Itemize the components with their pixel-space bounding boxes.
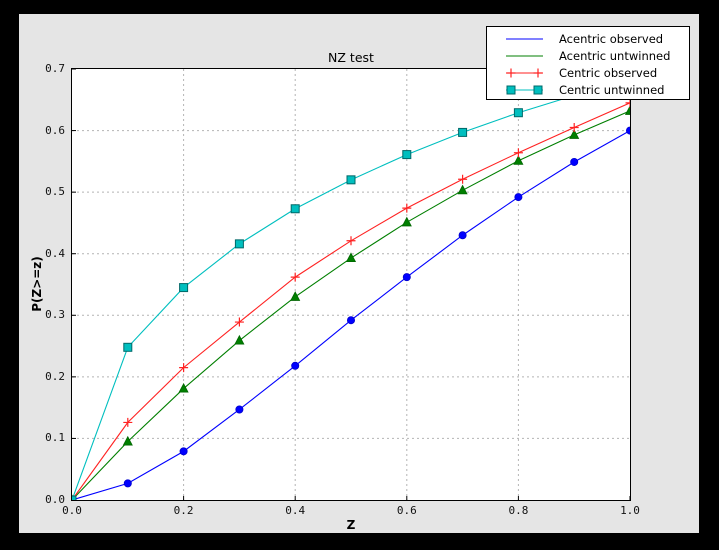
triangle-marker <box>401 216 412 227</box>
square-marker <box>234 239 244 249</box>
square-marker <box>458 127 468 137</box>
y-axis-label: P(Z>=z) <box>30 256 44 312</box>
series-line-acentric-untwinned <box>72 110 630 500</box>
y-tick-label: 0.4 <box>45 246 65 260</box>
circle-marker <box>291 361 300 370</box>
square-marker <box>179 283 189 293</box>
legend-label-acentric-untwinned: Acentric untwinned <box>559 48 671 63</box>
square-marker <box>506 85 516 94</box>
legend: Acentric observed Acentric untwinned Centr… <box>486 26 690 100</box>
plus-marker <box>569 122 579 132</box>
triangle-marker <box>122 435 133 446</box>
legend-sample-centric-observed <box>506 68 543 77</box>
legend-label-centric-untwinned: Centric untwinned <box>559 82 665 97</box>
chart-canvas <box>72 69 630 500</box>
x-axis-label: Z <box>346 518 356 532</box>
plus-marker <box>179 363 189 373</box>
triangle-marker <box>457 184 468 195</box>
plus-marker <box>402 203 412 213</box>
square-marker <box>533 85 543 94</box>
square-marker <box>72 495 77 500</box>
figure: NZ test 0.0 0.2 0.4 0.6 0.8 1.0 0.0 0.1 0.2 0.3 0.… <box>19 14 699 533</box>
square-marker <box>123 342 133 352</box>
x-tick-label: 0.0 <box>62 504 82 517</box>
triangle-marker <box>624 105 630 115</box>
circle-marker <box>514 193 523 202</box>
circle-marker <box>570 157 579 166</box>
triangle-marker <box>290 291 301 301</box>
circle-marker <box>626 126 630 135</box>
square-marker <box>346 175 356 185</box>
triangle-marker <box>234 334 245 345</box>
x-tick-label: 0.8 <box>508 504 529 517</box>
plus-marker <box>123 417 133 427</box>
circle-marker <box>235 405 244 414</box>
circle-marker <box>179 447 188 456</box>
plus-marker <box>506 68 516 77</box>
y-tick-label: 0.0 <box>45 493 65 506</box>
y-tick-label: 0.5 <box>45 185 65 199</box>
series-markers-centric-observed <box>72 98 630 500</box>
circle-marker <box>458 231 467 240</box>
legend-item-centric-untwinned: Centric untwinned <box>487 81 689 98</box>
circle-marker <box>402 273 411 282</box>
series-line-acentric-observed <box>72 130 630 500</box>
plus-marker <box>234 317 244 327</box>
series-markers-centric-untwinned <box>72 74 630 500</box>
legend-label-acentric-observed: Acentric observed <box>559 31 664 46</box>
triangle-marker <box>569 129 580 139</box>
plus-marker <box>458 174 468 184</box>
legend-label-centric-observed: Centric observed <box>559 65 658 80</box>
legend-sample-acentric-untwinned <box>506 54 543 57</box>
square-marker <box>402 150 412 160</box>
series-line-centric-untwinned <box>72 78 630 500</box>
legend-sample-centric-untwinned <box>506 85 543 94</box>
x-tick-label: 1.0 <box>620 504 640 517</box>
x-tick-label: 0.2 <box>173 504 194 517</box>
triangle-marker <box>513 155 524 165</box>
plus-marker <box>533 68 543 77</box>
legend-item-acentric-untwinned: Acentric untwinned <box>487 47 689 64</box>
x-tick-label: 0.6 <box>396 504 417 517</box>
y-tick-label: 0.1 <box>45 431 65 445</box>
circle-marker <box>346 316 355 325</box>
y-tick-label: 0.2 <box>45 369 65 383</box>
series-markers-acentric-observed <box>72 126 630 500</box>
plot-area <box>71 68 631 501</box>
legend-item-centric-observed: Centric observed <box>487 64 689 81</box>
plus-marker <box>346 236 356 246</box>
legend-item-acentric-observed: Acentric observed <box>487 30 689 47</box>
y-tick-label: 0.3 <box>45 308 65 322</box>
x-tick-label: 0.4 <box>285 504 306 517</box>
chart-title: NZ test <box>328 50 374 65</box>
series-markers-acentric-untwinned <box>72 105 630 500</box>
series-line-centric-observed <box>72 102 630 500</box>
plus-marker <box>513 148 523 158</box>
circle-marker <box>123 479 132 488</box>
plus-marker <box>625 98 630 108</box>
triangle-marker <box>345 252 357 263</box>
y-tick-label: 0.7 <box>45 62 65 75</box>
plus-marker <box>290 272 300 282</box>
square-marker <box>290 204 300 214</box>
triangle-marker <box>178 382 189 393</box>
square-marker <box>513 108 523 118</box>
legend-sample-acentric-observed <box>506 37 543 40</box>
y-tick-label: 0.6 <box>45 123 65 137</box>
